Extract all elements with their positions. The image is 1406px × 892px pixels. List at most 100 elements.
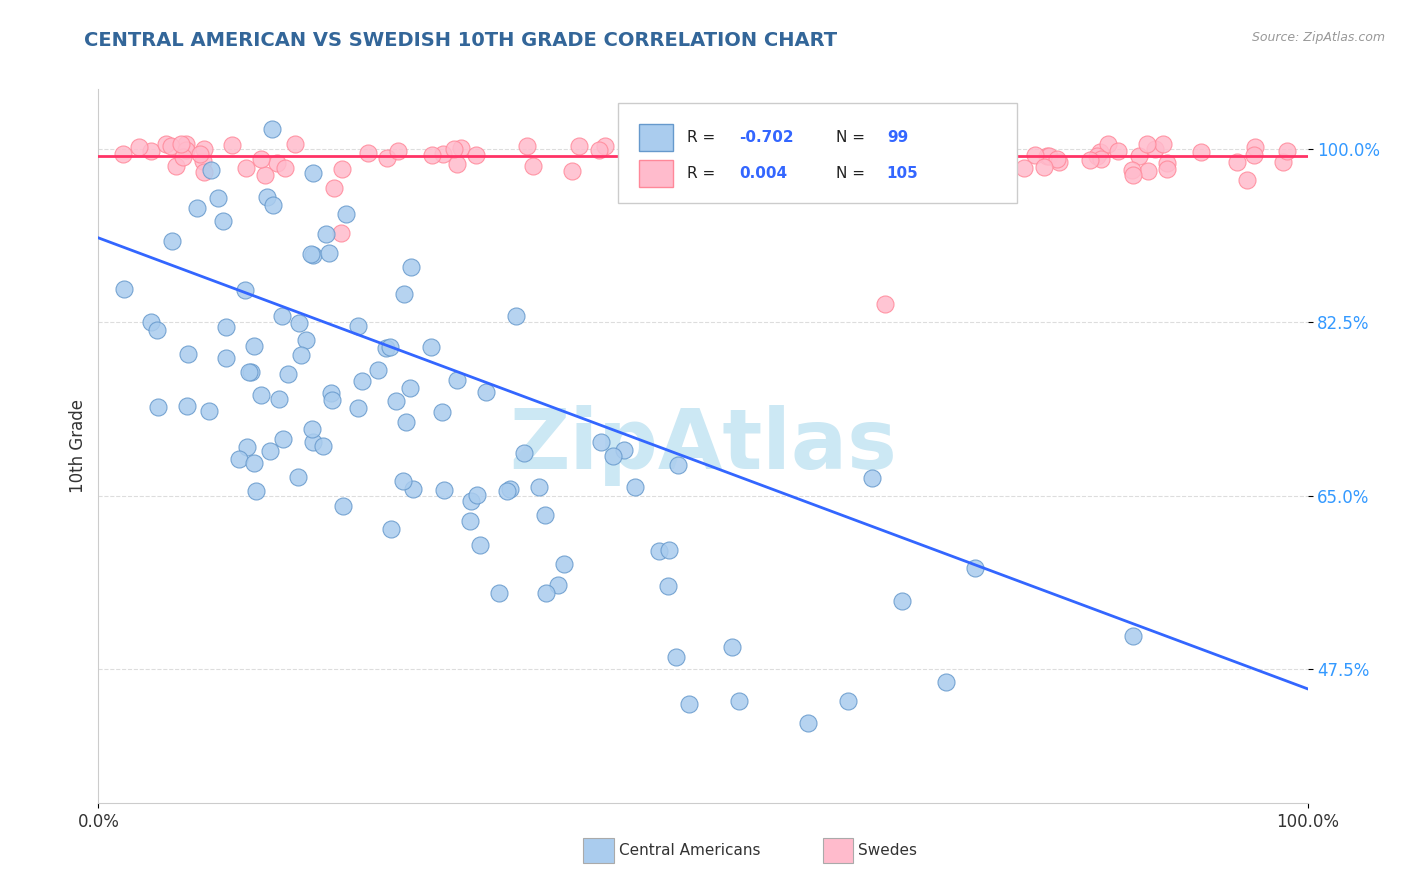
Point	[211, 213, 233, 227]
Point	[637, 140, 659, 154]
Point	[983, 136, 1005, 151]
Point	[1038, 149, 1060, 163]
Point	[446, 373, 468, 387]
Point	[287, 470, 309, 484]
Point	[193, 165, 215, 179]
Point	[678, 147, 700, 161]
Point	[240, 365, 263, 379]
Point	[207, 190, 229, 204]
Point	[602, 450, 624, 464]
Point	[290, 347, 312, 361]
Point	[170, 136, 193, 151]
Point	[191, 153, 214, 168]
Point	[797, 716, 820, 731]
Point	[1136, 136, 1159, 151]
Point	[399, 260, 422, 274]
Point	[1243, 148, 1265, 162]
Point	[193, 142, 215, 156]
Point	[860, 471, 883, 485]
Point	[238, 365, 260, 379]
Point	[1143, 142, 1166, 156]
Point	[186, 201, 208, 215]
Point	[1024, 148, 1046, 162]
Point	[717, 146, 740, 161]
Point	[394, 287, 416, 301]
Point	[214, 319, 236, 334]
Text: 0.004: 0.004	[740, 166, 787, 181]
Point	[160, 234, 183, 248]
Point	[148, 400, 170, 414]
Point	[271, 432, 294, 446]
Point	[420, 340, 443, 354]
Point	[1085, 149, 1108, 163]
Point	[534, 586, 557, 600]
Point	[935, 675, 957, 690]
Point	[534, 508, 557, 522]
Point	[465, 148, 488, 162]
Point	[274, 161, 297, 175]
Point	[474, 385, 496, 400]
Point	[837, 694, 859, 708]
Point	[672, 150, 695, 164]
Point	[567, 139, 589, 153]
Point	[782, 147, 804, 161]
Point	[321, 393, 343, 408]
Point	[1012, 161, 1035, 175]
Point	[176, 400, 198, 414]
Point	[401, 482, 423, 496]
Point	[443, 142, 465, 156]
Point	[547, 578, 569, 592]
Point	[505, 309, 527, 323]
Point	[470, 538, 492, 552]
Point	[460, 494, 482, 508]
Point	[387, 144, 409, 158]
Point	[284, 136, 307, 151]
Point	[215, 351, 238, 366]
Bar	[638, 124, 673, 152]
Y-axis label: 10th Grade: 10th Grade	[69, 399, 87, 493]
Point	[380, 522, 402, 536]
Point	[789, 148, 811, 162]
Text: Central Americans: Central Americans	[619, 844, 761, 858]
Point	[808, 148, 831, 162]
Point	[352, 374, 374, 388]
Point	[499, 482, 522, 496]
Point	[903, 154, 925, 169]
Point	[1271, 155, 1294, 169]
Point	[155, 136, 177, 151]
Point	[591, 435, 613, 450]
Point	[367, 363, 389, 377]
Point	[666, 458, 689, 472]
Point	[765, 136, 787, 151]
Point	[221, 138, 243, 153]
Point	[301, 435, 323, 450]
Point	[1243, 140, 1265, 154]
Point	[250, 388, 273, 402]
Text: Source: ZipAtlas.com: Source: ZipAtlas.com	[1251, 31, 1385, 45]
Point	[288, 316, 311, 330]
Point	[174, 136, 197, 151]
Point	[875, 297, 897, 311]
Point	[301, 422, 323, 436]
Point	[775, 156, 797, 170]
Text: ZipAtlas: ZipAtlas	[509, 406, 897, 486]
Point	[198, 404, 221, 418]
Point	[1122, 168, 1144, 182]
Point	[262, 121, 284, 136]
Point	[1275, 145, 1298, 159]
Point	[301, 166, 323, 180]
Point	[745, 169, 768, 183]
Text: R =: R =	[688, 130, 720, 145]
FancyBboxPatch shape	[619, 103, 1018, 203]
Point	[488, 586, 510, 600]
Point	[1122, 629, 1144, 643]
Point	[146, 323, 169, 337]
Point	[1225, 154, 1247, 169]
Point	[721, 640, 744, 654]
Point	[1128, 149, 1150, 163]
Point	[588, 143, 610, 157]
Point	[277, 367, 299, 381]
Point	[950, 152, 973, 166]
Point	[318, 246, 340, 260]
Point	[112, 147, 135, 161]
